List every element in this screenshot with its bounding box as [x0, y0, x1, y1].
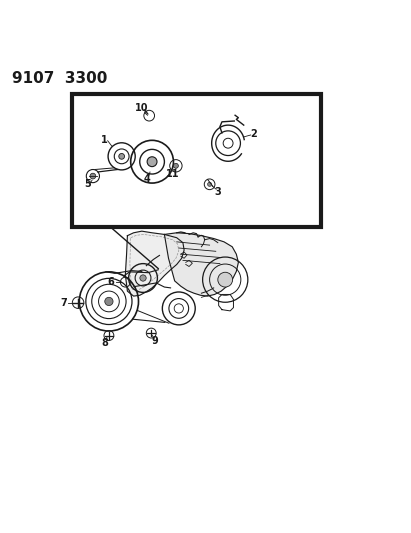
Polygon shape — [125, 231, 184, 296]
FancyBboxPatch shape — [72, 94, 321, 228]
Circle shape — [119, 154, 125, 159]
Circle shape — [90, 173, 96, 179]
Text: 11: 11 — [166, 169, 179, 180]
Text: 10: 10 — [135, 103, 148, 113]
Text: 1: 1 — [101, 135, 108, 145]
Text: 3: 3 — [215, 187, 221, 197]
Polygon shape — [164, 233, 238, 296]
Circle shape — [140, 275, 146, 281]
Text: 4: 4 — [144, 174, 150, 183]
Circle shape — [218, 272, 233, 287]
Circle shape — [173, 163, 178, 168]
Text: 6: 6 — [108, 277, 114, 287]
Circle shape — [105, 297, 113, 305]
Text: 2: 2 — [251, 129, 257, 139]
Text: 8: 8 — [102, 337, 108, 348]
Text: 5: 5 — [84, 179, 91, 189]
Circle shape — [147, 157, 157, 167]
Text: 9107  3300: 9107 3300 — [12, 71, 108, 86]
Circle shape — [208, 182, 212, 187]
Text: 7: 7 — [60, 297, 67, 308]
Text: 9: 9 — [152, 336, 159, 346]
